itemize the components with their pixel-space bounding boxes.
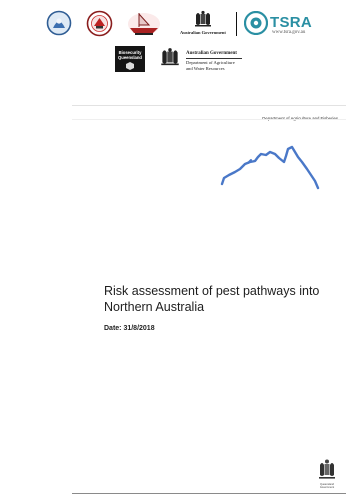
agov-title: Australian Government xyxy=(180,30,226,35)
biosecurity-queensland-logo: Biosecurity Queensland xyxy=(115,46,145,72)
department-name: Department of Agriculture and Fisheries xyxy=(262,116,338,121)
bq-line2: Queensland xyxy=(118,55,142,60)
agov-dept-line2: and Water Resources xyxy=(186,66,225,71)
council-logo-1 xyxy=(46,10,72,36)
report-title-line2: Northern Australia xyxy=(104,300,205,314)
agov-dept-title: Australian Government xyxy=(186,51,237,56)
northern-australia-map-outline xyxy=(220,145,320,190)
agov-dept-rule xyxy=(186,58,242,59)
tsra-name: TSRA xyxy=(270,14,313,31)
bq-crest-icon xyxy=(126,62,134,70)
qld-line1: Queensland xyxy=(320,483,334,486)
coat-of-arms-icon-2 xyxy=(161,48,179,66)
bq-line1: Biosecurity xyxy=(118,50,142,55)
boat-logo xyxy=(128,13,160,35)
qld-line2: Government xyxy=(319,486,335,489)
tsra-logo-icon xyxy=(244,11,268,35)
queensland-crest-icon xyxy=(319,459,335,479)
queensland-government-text: Queensland Government xyxy=(316,483,338,489)
footer-rule xyxy=(72,493,346,494)
logo-divider xyxy=(236,12,237,36)
coat-of-arms-icon xyxy=(195,10,211,27)
council-logo-2 xyxy=(86,10,113,37)
report-title: Risk assessment of pest pathways into No… xyxy=(104,283,334,315)
agov-dept-line1: Department of Agriculture xyxy=(186,60,235,65)
header-subrule xyxy=(72,119,346,120)
tsra-url: www.tsra.gov.au xyxy=(272,30,306,35)
report-title-line1: Risk assessment of pest pathways into xyxy=(104,284,320,298)
report-date: Date: 31/8/2018 xyxy=(104,325,155,332)
header-rule xyxy=(72,105,346,106)
